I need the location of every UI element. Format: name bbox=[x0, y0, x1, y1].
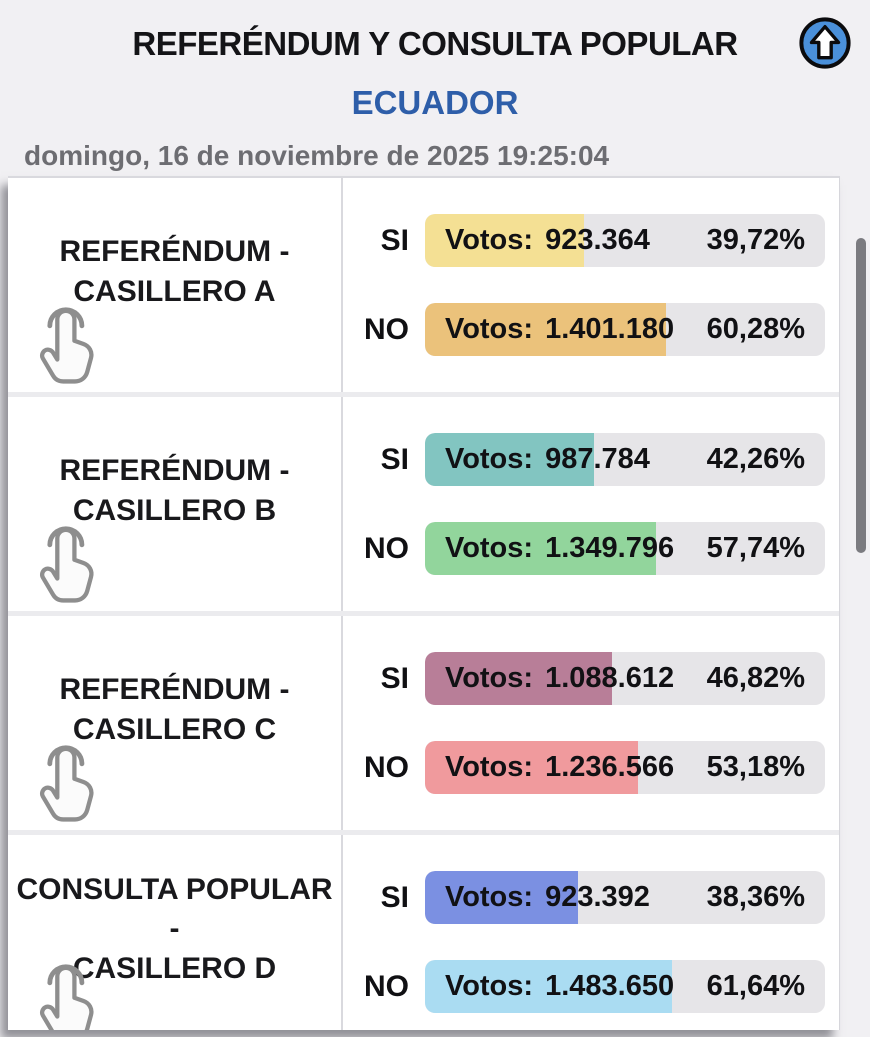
vote-bar: Votos: 1.088.612 46,82% bbox=[425, 652, 825, 705]
tap-hand-icon bbox=[28, 736, 108, 828]
result-section-casillero-b: REFERÉNDUM - CASILLERO B SI Votos: 987.78… bbox=[8, 397, 839, 611]
vote-bar: Votos: 923.364 39,72% bbox=[425, 214, 825, 267]
country-subtitle: ECUADOR bbox=[351, 84, 519, 121]
section-title: CONSULTA POPULAR - CASILLERO D bbox=[16, 872, 333, 985]
vote-bar: Votos: 1.401.180 60,28% bbox=[425, 303, 825, 356]
votes-text: Votos: 1.401.180 bbox=[445, 313, 675, 345]
result-section-casillero-c: REFERÉNDUM - CASILLERO C SI Votos: 1.088.… bbox=[8, 616, 839, 830]
vote-bar: Votos: 923.392 38,36% bbox=[425, 871, 825, 924]
votes-text: Votos: 1.483.650 bbox=[445, 970, 675, 1002]
result-row-si: SI Votos: 1.088.612 46,82% bbox=[343, 652, 825, 705]
option-label: NO bbox=[364, 531, 409, 565]
datetime-text: domingo, 16 de noviembre de 2025 19:25:0… bbox=[24, 140, 610, 171]
votes-text: Votos: 1.349.796 bbox=[445, 532, 675, 564]
section-title-cell-a[interactable]: REFERÉNDUM - CASILLERO A bbox=[8, 178, 343, 392]
section-bars-cell: SI Votos: 987.784 42,26% NO Votos: 1.349.7… bbox=[343, 397, 839, 611]
votes-text: Votos: 987.784 bbox=[445, 443, 650, 475]
vote-bar-fill bbox=[425, 871, 579, 924]
percent-text: 38,36% bbox=[706, 881, 805, 913]
vote-bar: Votos: 1.483.650 61,64% bbox=[425, 960, 825, 1013]
section-title-cell-c[interactable]: REFERÉNDUM - CASILLERO C bbox=[8, 616, 343, 830]
percent-text: 61,64% bbox=[706, 970, 805, 1002]
result-row-no: NO Votos: 1.483.650 61,64% bbox=[343, 960, 825, 1013]
percent-text: 42,26% bbox=[706, 443, 805, 475]
result-section-casillero-a: REFERÉNDUM - CASILLERO A SI Votos: 923.36… bbox=[8, 178, 839, 392]
vote-bar-fill bbox=[425, 960, 672, 1013]
section-title-cell-d[interactable]: CONSULTA POPULAR - CASILLERO D bbox=[8, 835, 343, 1030]
vote-bar: Votos: 1.349.796 57,74% bbox=[425, 522, 825, 575]
percent-text: 57,74% bbox=[706, 532, 805, 564]
vote-bar-fill bbox=[425, 303, 667, 356]
vote-bar: Votos: 1.236.566 53,18% bbox=[425, 741, 825, 794]
option-label: SI bbox=[380, 442, 409, 476]
result-section-casillero-d: CONSULTA POPULAR - CASILLERO D SI Votos:… bbox=[8, 835, 839, 1030]
result-row-si: SI Votos: 923.364 39,72% bbox=[343, 214, 825, 267]
vote-bar-fill bbox=[425, 652, 613, 705]
votes-text: Votos: 923.364 bbox=[445, 224, 650, 256]
option-label: NO bbox=[364, 312, 409, 346]
percent-text: 46,82% bbox=[706, 662, 805, 694]
scroll-to-top-button[interactable] bbox=[798, 16, 852, 70]
percent-text: 53,18% bbox=[706, 751, 805, 783]
option-label: SI bbox=[380, 661, 409, 695]
scrollbar-thumb[interactable] bbox=[856, 238, 866, 553]
percent-text: 39,72% bbox=[706, 224, 805, 256]
result-row-si: SI Votos: 923.392 38,36% bbox=[343, 871, 825, 924]
vote-bar-fill bbox=[425, 741, 638, 794]
arrow-up-circle-icon bbox=[799, 17, 851, 69]
result-row-si: SI Votos: 987.784 42,26% bbox=[343, 433, 825, 486]
tap-hand-icon bbox=[28, 517, 108, 609]
votes-text: Votos: 1.236.566 bbox=[445, 751, 675, 783]
page-title: REFERÉNDUM Y CONSULTA POPULAR bbox=[132, 25, 738, 62]
results-table: REFERÉNDUM - CASILLERO A SI Votos: 923.36… bbox=[8, 176, 840, 1030]
section-bars-cell: SI Votos: 1.088.612 46,82% NO Votos: 1.236… bbox=[343, 616, 839, 830]
result-row-no: NO Votos: 1.236.566 53,18% bbox=[343, 741, 825, 794]
result-row-no: NO Votos: 1.401.180 60,28% bbox=[343, 303, 825, 356]
section-title: REFERÉNDUM - CASILLERO A bbox=[59, 235, 290, 308]
result-row-no: NO Votos: 1.349.796 57,74% bbox=[343, 522, 825, 575]
vote-bar-fill bbox=[425, 214, 584, 267]
option-label: SI bbox=[380, 223, 409, 257]
votes-text: Votos: 923.392 bbox=[445, 881, 650, 913]
vote-bar-fill bbox=[425, 522, 656, 575]
votes-text: Votos: 1.088.612 bbox=[445, 662, 675, 694]
section-title: REFERÉNDUM - CASILLERO C bbox=[59, 673, 290, 746]
section-title-cell-b[interactable]: REFERÉNDUM - CASILLERO B bbox=[8, 397, 343, 611]
option-label: SI bbox=[380, 880, 409, 914]
tap-hand-icon bbox=[28, 955, 108, 1030]
section-title: REFERÉNDUM - CASILLERO B bbox=[59, 454, 290, 527]
vote-bar: Votos: 987.784 42,26% bbox=[425, 433, 825, 486]
option-label: NO bbox=[364, 969, 409, 1003]
tap-hand-icon bbox=[28, 298, 108, 390]
section-bars-cell: SI Votos: 923.392 38,36% NO Votos: 1.483.6… bbox=[343, 835, 839, 1030]
vote-bar-fill bbox=[425, 433, 595, 486]
option-label: NO bbox=[364, 750, 409, 784]
section-bars-cell: SI Votos: 923.364 39,72% NO Votos: 1.401.1… bbox=[343, 178, 839, 392]
percent-text: 60,28% bbox=[706, 313, 805, 345]
page-header: REFERÉNDUM Y CONSULTA POPULAR ECUADOR do… bbox=[0, 0, 870, 172]
